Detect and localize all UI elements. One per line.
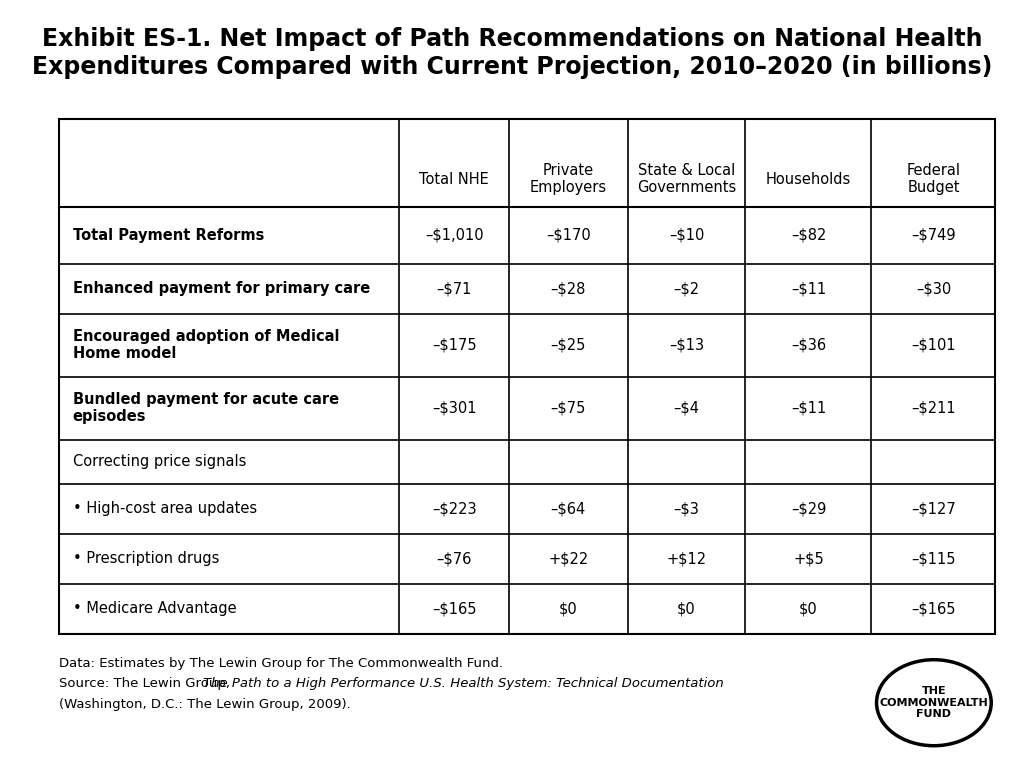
Text: –$101: –$101	[911, 338, 955, 353]
Text: –$749: –$749	[911, 228, 955, 243]
Text: –$175: –$175	[432, 338, 476, 353]
Text: –$4: –$4	[674, 401, 699, 415]
Text: Enhanced payment for primary care: Enhanced payment for primary care	[73, 281, 370, 296]
Text: Encouraged adoption of Medical
Home model: Encouraged adoption of Medical Home mode…	[73, 329, 339, 361]
Text: • Medicare Advantage: • Medicare Advantage	[73, 601, 237, 616]
Text: –$211: –$211	[911, 401, 955, 415]
Text: Private
Employers: Private Employers	[529, 163, 607, 195]
Text: –$29: –$29	[791, 501, 826, 516]
Text: –$3: –$3	[674, 501, 699, 516]
Text: –$30: –$30	[915, 281, 951, 296]
Text: Exhibit ES-1. Net Impact of Path Recommendations on National Health
Expenditures: Exhibit ES-1. Net Impact of Path Recomme…	[32, 27, 992, 78]
Text: (Washington, D.C.: The Lewin Group, 2009).: (Washington, D.C.: The Lewin Group, 2009…	[59, 698, 351, 711]
Text: –$11: –$11	[791, 401, 826, 415]
Text: $0: $0	[677, 601, 696, 616]
Text: –$170: –$170	[546, 228, 591, 243]
Text: –$115: –$115	[911, 551, 955, 566]
Text: –$10: –$10	[669, 228, 705, 243]
Text: $0: $0	[799, 601, 818, 616]
Text: –$11: –$11	[791, 281, 826, 296]
Text: Bundled payment for acute care
episodes: Bundled payment for acute care episodes	[73, 392, 339, 425]
Text: • High-cost area updates: • High-cost area updates	[73, 501, 257, 516]
Text: +$12: +$12	[667, 551, 707, 566]
Text: Total Payment Reforms: Total Payment Reforms	[73, 228, 264, 243]
Text: –$76: –$76	[436, 551, 472, 566]
Text: –$127: –$127	[911, 501, 955, 516]
Text: –$13: –$13	[669, 338, 705, 353]
Text: $0: $0	[559, 601, 578, 616]
Text: State & Local
Governments: State & Local Governments	[637, 163, 736, 195]
Text: –$301: –$301	[432, 401, 476, 415]
Text: Source: The Lewin Group,: Source: The Lewin Group,	[59, 677, 234, 690]
Text: +$5: +$5	[793, 551, 824, 566]
Text: –$223: –$223	[432, 501, 476, 516]
Text: –$82: –$82	[791, 228, 826, 243]
Text: THE
COMMONWEALTH
FUND: THE COMMONWEALTH FUND	[880, 686, 988, 720]
Text: –$165: –$165	[911, 601, 955, 616]
Text: Data: Estimates by The Lewin Group for The Commonwealth Fund.: Data: Estimates by The Lewin Group for T…	[59, 657, 504, 670]
Text: –$165: –$165	[432, 601, 476, 616]
Text: –$36: –$36	[791, 338, 826, 353]
Text: –$1,010: –$1,010	[425, 228, 483, 243]
Text: Correcting price signals: Correcting price signals	[73, 454, 246, 469]
Text: • Prescription drugs: • Prescription drugs	[73, 551, 219, 566]
Text: +$22: +$22	[548, 551, 589, 566]
Text: –$64: –$64	[551, 501, 586, 516]
Text: –$2: –$2	[674, 281, 699, 296]
Text: –$75: –$75	[551, 401, 586, 415]
Text: Federal
Budget: Federal Budget	[906, 163, 961, 195]
Text: –$71: –$71	[436, 281, 472, 296]
Text: The Path to a High Performance U.S. Health System: Technical Documentation: The Path to a High Performance U.S. Heal…	[203, 677, 724, 690]
Text: Total NHE: Total NHE	[419, 171, 489, 187]
Text: Households: Households	[766, 171, 851, 187]
Text: –$28: –$28	[551, 281, 586, 296]
Text: –$25: –$25	[551, 338, 586, 353]
